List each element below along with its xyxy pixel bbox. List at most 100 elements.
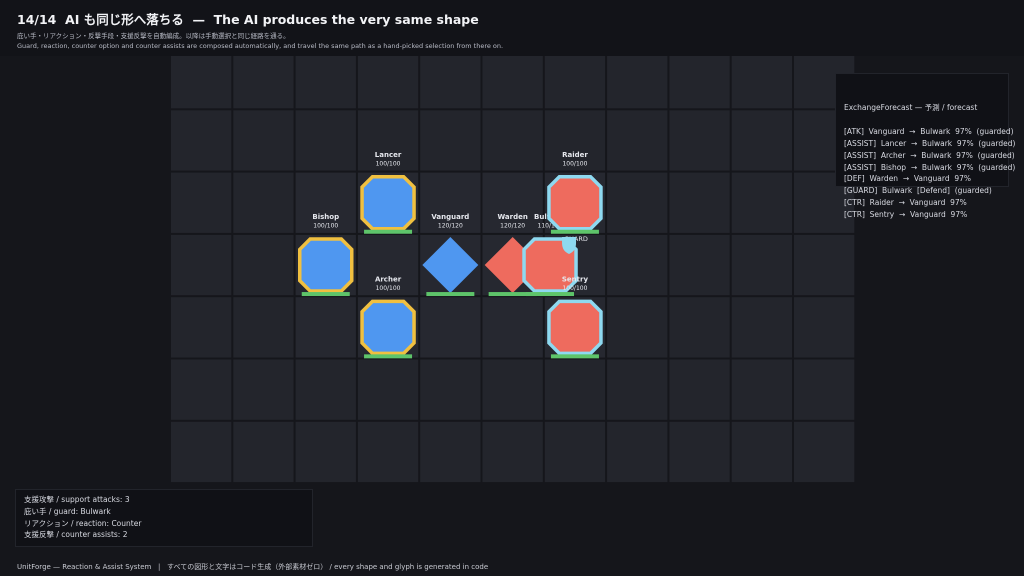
tile (295, 48, 356, 109)
tile (233, 359, 294, 420)
tile (357, 359, 419, 420)
unit-hp: 100/100 (562, 160, 587, 167)
tile (544, 421, 606, 483)
tile (669, 421, 730, 483)
forecast-line: [ASSIST] Bishop → Bulwark 97% (guarded) (844, 162, 1016, 172)
unit-token (547, 299, 603, 356)
forecast-line: [ATK] Vanguard → Bulwark 97% (guarded) (844, 127, 1014, 137)
unit-name: Vanguard (431, 213, 469, 221)
unit-name: Raider (562, 151, 588, 159)
unit-token (547, 175, 603, 231)
tile (233, 110, 294, 171)
tile (171, 359, 232, 420)
tile (420, 297, 481, 358)
unit-name: Bishop (312, 213, 339, 221)
unit-hp: 100/100 (376, 285, 401, 292)
tile (233, 234, 294, 296)
forecast-line: [DEF] Warden → Vanguard 97% (844, 174, 972, 184)
tile (669, 48, 730, 109)
unit-token (298, 237, 354, 293)
tile (669, 110, 730, 171)
tile (607, 359, 668, 420)
forecast-line: [CTR] Sentry → Vanguard 97% (844, 209, 968, 219)
tile (482, 110, 543, 171)
hp-bar (488, 292, 537, 297)
tile (794, 234, 855, 296)
unit-hp: 110/110 (538, 223, 563, 230)
hp-bar (301, 292, 350, 297)
tile (295, 421, 356, 483)
tile (420, 172, 481, 233)
tile (233, 48, 294, 109)
tile (544, 110, 606, 171)
tile (607, 297, 668, 358)
tile (357, 48, 419, 109)
stat-line: リアクション / reaction: Counter (24, 518, 142, 528)
tile (233, 172, 294, 233)
tile (357, 421, 419, 483)
tile (295, 172, 356, 233)
header: 14/14 AI も同じ形へ落ちる — The AI produces the … (0, 0, 1024, 56)
forecast-line: [ASSIST] Archer → Bulwark 97% (guarded) (844, 150, 1015, 160)
hp-bar (550, 354, 599, 359)
tile (669, 359, 730, 420)
tile (482, 297, 543, 358)
tile (357, 110, 419, 171)
stats-panel: 支援攻撃 / support attacks: 3 庇い手 / guard: Bu… (15, 489, 313, 547)
stat-line: 支援反撃 / counter assists: 2 (24, 530, 128, 540)
title: 14/14 AI も同じ形へ落ちる — The AI produces the … (17, 12, 479, 27)
tile (669, 234, 730, 296)
tile (295, 110, 356, 171)
unit-hp: 120/120 (500, 223, 525, 230)
tile (669, 172, 730, 233)
tile (544, 359, 606, 420)
tile (607, 48, 668, 109)
tile (233, 421, 294, 483)
tile (171, 297, 232, 358)
forecast-line: [ASSIST] Lancer → Bulwark 97% (guarded) (844, 138, 1016, 148)
tile (482, 48, 543, 109)
unit-name: Sentry (562, 275, 589, 283)
tile (607, 172, 668, 233)
unit-hp: 100/100 (376, 160, 401, 167)
subtitle-ja: 庇い手・リアクション・反撃手段・支援反撃を自動編成。以降は手動選択と同じ経路を通… (17, 32, 290, 40)
stat-line: 支援攻撃 / support attacks: 3 (24, 495, 130, 504)
unit-name: Lancer (375, 151, 402, 159)
hp-bar (526, 292, 575, 297)
tile (794, 297, 855, 358)
tile (482, 421, 543, 483)
tile (731, 110, 792, 171)
tile (731, 421, 792, 483)
tile (607, 234, 668, 296)
stat-line: 庇い手 / guard: Bulwark (24, 506, 111, 516)
tile (171, 234, 232, 296)
tile (731, 48, 792, 109)
tile (420, 359, 481, 420)
unit-hp: 100/100 (562, 285, 587, 292)
unit-token (360, 299, 416, 356)
tile (482, 172, 543, 233)
tile (420, 421, 481, 483)
unit-name: Archer (375, 275, 402, 283)
footer: UnitForge — Reaction & Assist System | す… (17, 563, 489, 571)
tile (233, 297, 294, 358)
tile (171, 421, 232, 483)
tile (731, 172, 792, 233)
unit-hp: 100/100 (313, 223, 338, 230)
unit-name: Warden (497, 213, 527, 221)
tile (731, 359, 792, 420)
tile (420, 48, 481, 109)
forecast-line: [GUARD] Bulwark [Defend] (guarded) (844, 186, 992, 196)
tile (295, 359, 356, 420)
forecast-line: [CTR] Raider → Vanguard 97% (844, 197, 967, 207)
tile (420, 110, 481, 171)
tile (357, 234, 419, 296)
subtitle-en: Guard, reaction, counter option and coun… (17, 42, 504, 50)
tile (607, 110, 668, 171)
forecast-panel: ExchangeForecast — 予測 / forecast [ATK] V… (835, 73, 1016, 219)
tile (482, 359, 543, 420)
guard-icon (562, 237, 577, 255)
unit-hp: 120/120 (438, 223, 463, 230)
